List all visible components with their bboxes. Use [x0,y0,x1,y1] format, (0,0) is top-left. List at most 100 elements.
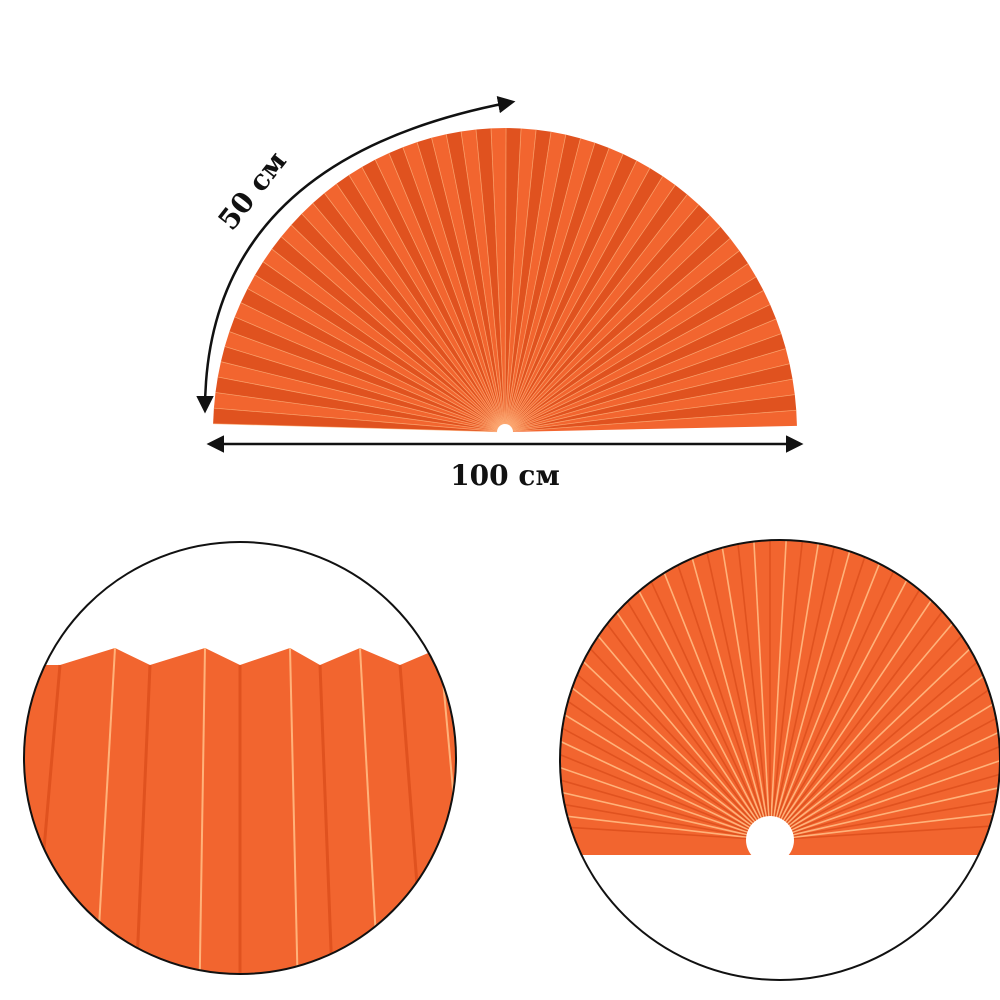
pleat-fold [504,348,786,433]
pleat-fold [789,756,1000,836]
pleat-fold [318,664,334,974]
pleat-fold [504,290,764,433]
pleat-fold [504,167,651,433]
pleat-fold [504,263,749,433]
pleat-fold [785,656,1000,829]
pleat-fold [504,318,777,433]
detail-circle-left [23,541,457,975]
fan-pleat [505,263,757,432]
pleat-fold [778,574,911,823]
pleat-fold [782,610,964,826]
pleat-fold [720,543,768,821]
pleat-fold [770,540,787,821]
width-label: 100 см [450,459,560,492]
pleat-fold [576,610,758,826]
paper-fan [213,128,797,440]
pleat-fold [779,582,925,824]
pleat-fold [560,788,751,838]
pleat-fold [773,546,835,821]
curved-arrow-icon [196,96,516,414]
pleat-fold [673,555,765,822]
pleat-fold [504,153,624,433]
pleat-fold [560,726,752,834]
pleat-fold [776,560,882,822]
fan-pleat [505,276,764,432]
pleat-fold [705,546,767,821]
pleat-fold [504,394,795,433]
pleat-fold [560,697,753,832]
fan-pleat [505,304,777,432]
pleat-fold [783,632,988,827]
pleat-fold [777,567,897,823]
pleat-fold [775,555,867,822]
fan-pleat [505,250,749,432]
pleat-fold [774,550,851,821]
pleat-fold [289,647,299,974]
pleat-fold [786,669,1000,830]
pleat-fold [643,567,763,823]
pleat-fold [771,541,804,821]
pleat-fold [787,697,1000,832]
pleat-fold [504,333,782,433]
pleat-fold [504,304,771,433]
pleat-fold [560,741,752,835]
pleat-fold [213,423,506,433]
fan-pleat [505,168,663,432]
pleat-fold [504,147,610,433]
pleat-fold [629,574,762,823]
pleat-fold [783,620,976,826]
fan-center-hole [497,424,513,440]
pleat-fold [615,582,761,824]
pleat-fold [359,647,379,974]
detail-circle-right [559,539,1000,981]
pleat-fold [560,756,751,836]
pleat-fold [564,620,757,826]
fan-pleat [505,318,782,432]
pleat-fold [504,378,793,433]
pleat-fold [689,550,766,821]
fan-pleat [505,142,610,432]
fan-pleat [505,147,624,432]
pleat-fold [95,647,116,974]
fan-pleat [505,238,740,432]
pleat-fold [786,683,1000,831]
pleat-fold [504,184,676,433]
fan-pleat [505,215,721,432]
pleat-fold [504,363,790,433]
pleat-fold [504,276,757,433]
pleat-fold [780,590,939,824]
pleat-fold [504,204,700,433]
fan-pleat [505,160,650,432]
pleat-fold [135,664,152,974]
fan-pleat [505,153,637,433]
pleat-fold [560,711,753,833]
pleat-fold [504,226,721,433]
pleat-fold [504,138,581,433]
fan-pleat [505,176,676,432]
pleat-fold [504,215,711,433]
pleat-fold [454,664,456,974]
pleat-fold [504,160,638,433]
pleat-fold [560,772,751,837]
pleat-fold [658,560,764,822]
pleat-fold [788,726,1000,834]
pleat-fold [504,194,688,433]
fan-pleat [505,204,710,432]
pleat-fold [781,600,952,825]
pleat-fold [198,647,206,974]
pleat-fold [504,238,731,433]
pleat-fold [504,142,596,433]
pleat-fold [788,741,1000,835]
pleat-fold [789,772,1000,837]
pleat-fold [736,541,769,821]
pleat-fold [784,644,999,828]
pleat-fold [560,820,751,840]
fan-pleat [505,226,731,432]
fan-pleat [505,194,699,432]
pleat-fold [753,540,770,821]
arc-length-label: 50 см [212,145,293,236]
pleat-fold [504,250,740,433]
pleat-fold [789,804,1000,839]
pleat-fold [789,820,1000,840]
